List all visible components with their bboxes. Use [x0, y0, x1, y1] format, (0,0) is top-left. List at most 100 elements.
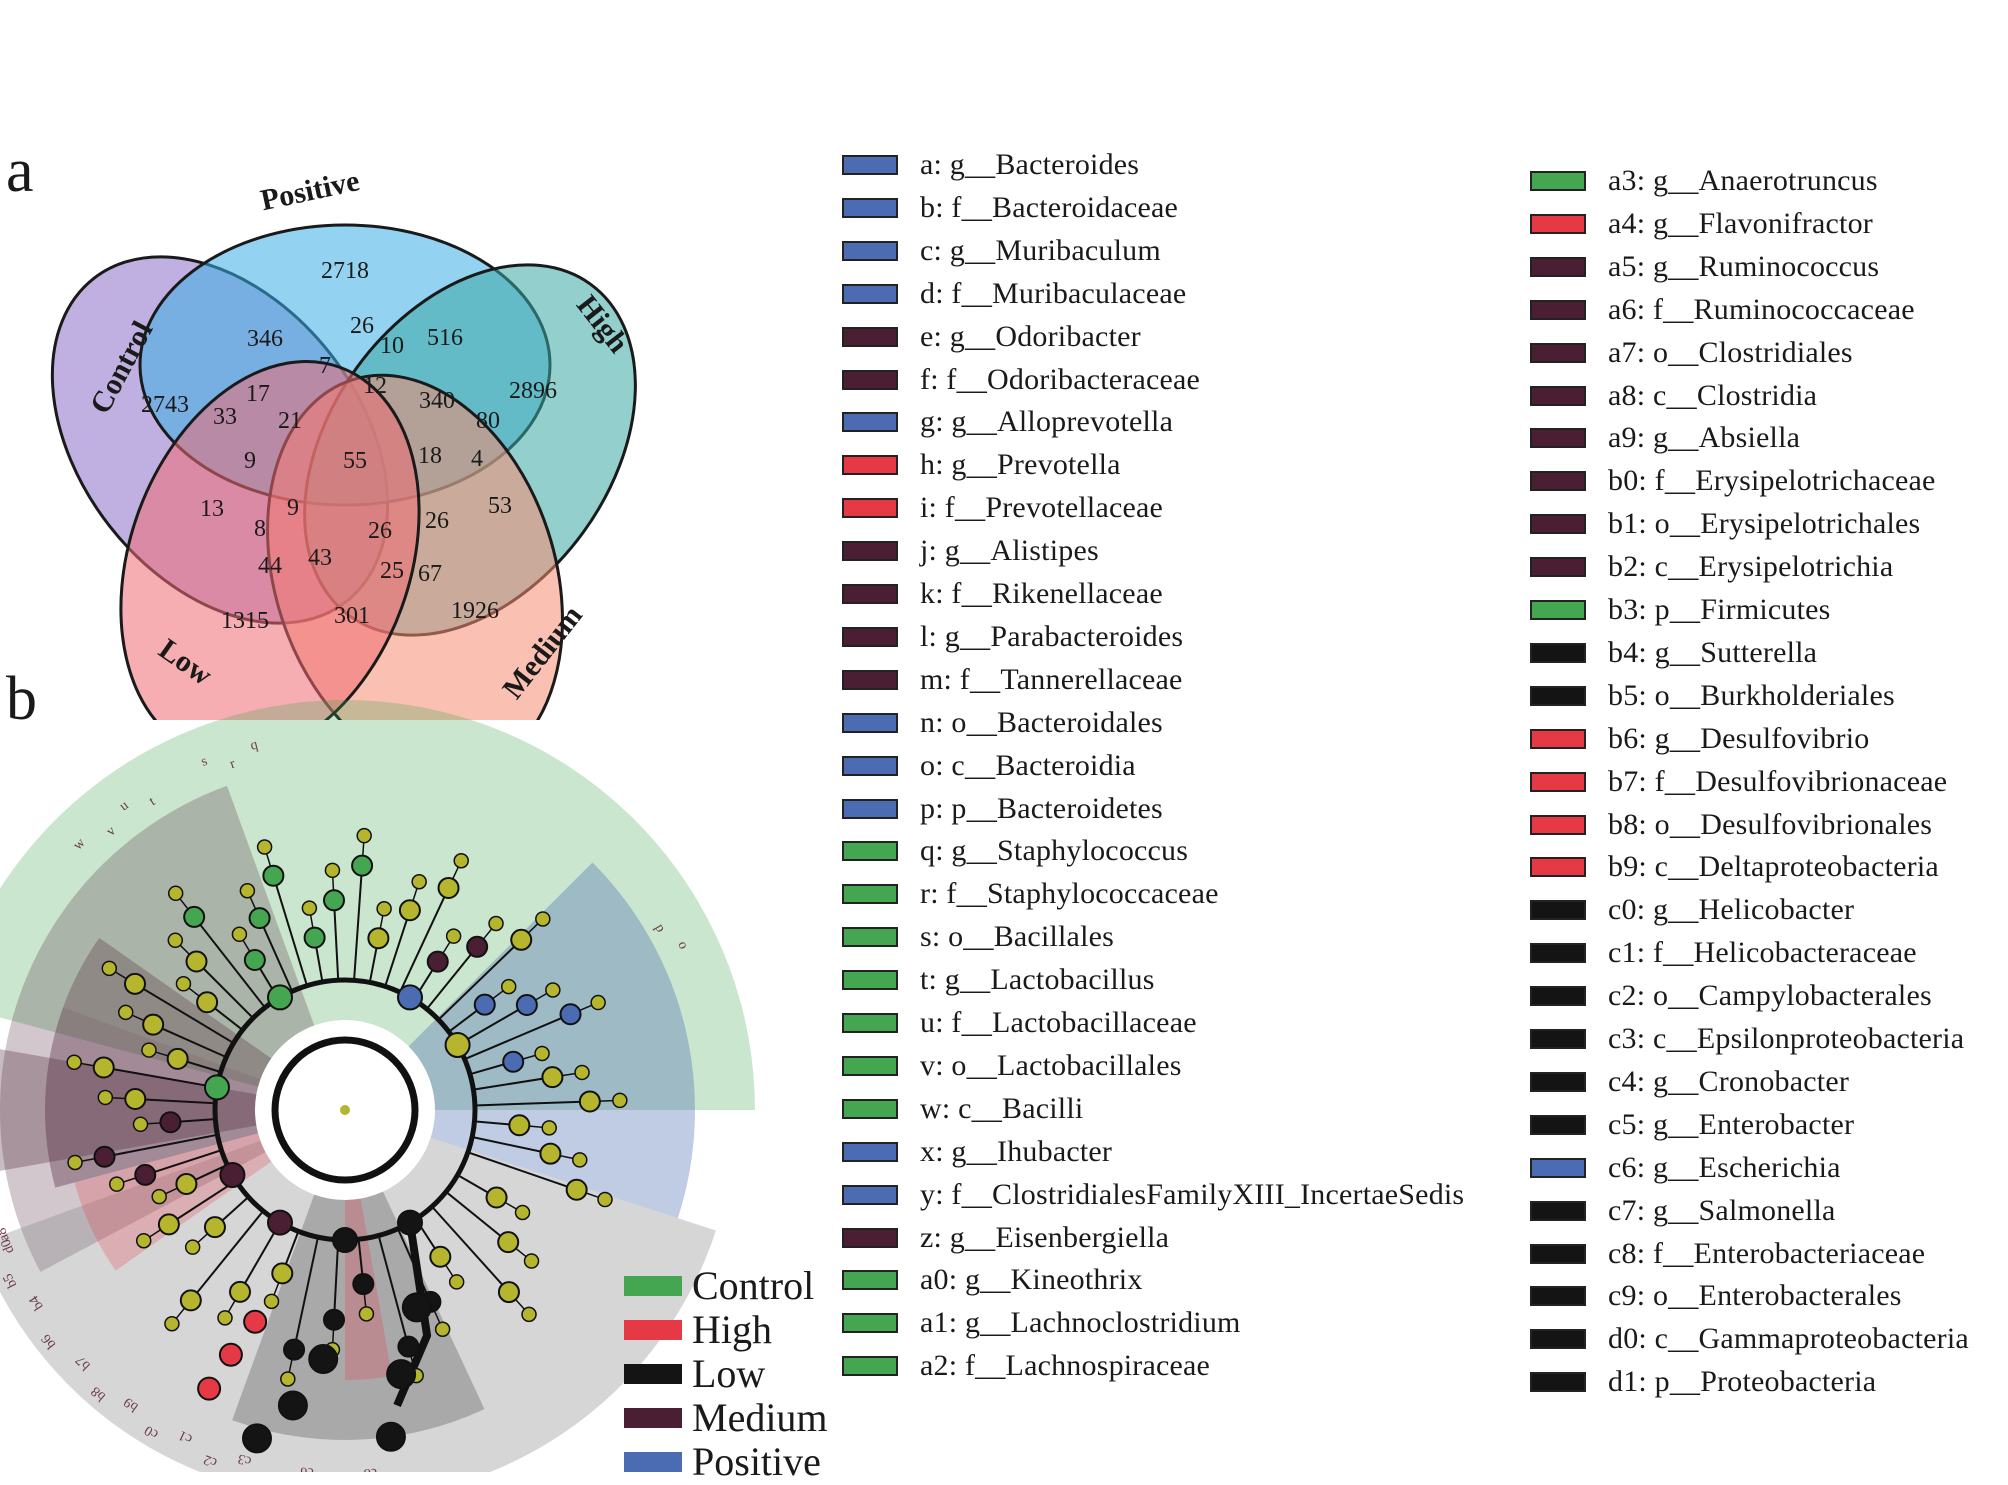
clad-root-node: [340, 1105, 350, 1115]
clad-label: s: [199, 754, 210, 770]
clad-branch: [258, 917, 294, 992]
clad-node: [308, 1344, 339, 1375]
legend-item: z: g__Eisenbergiella: [842, 1221, 1169, 1255]
clad-leaf: [488, 915, 504, 932]
clad-leaf: [164, 1315, 180, 1332]
clad-node: [565, 1178, 588, 1201]
venn-count: 10: [380, 333, 404, 359]
legend-label: b7: f__Desulfovibrionaceae: [1608, 764, 1948, 798]
legend-item: d0: c__Gammaproteobacteria: [1530, 1322, 1969, 1356]
clad-leaf: [167, 885, 184, 902]
legend-item: x: g__Ihubacter: [842, 1135, 1112, 1169]
legend-label: a8: c__Clostridia: [1608, 378, 1818, 412]
clad-branch: [134, 982, 235, 1044]
clad-node: [497, 1281, 520, 1304]
legend-item: k: f__Rikenellaceae: [842, 577, 1163, 611]
legend-item: c6: g__Escherichia: [1530, 1151, 1841, 1185]
legend-item: g: g__Alloprevotella: [842, 405, 1173, 439]
legend-swatch: [842, 1013, 898, 1033]
legend-item: c8: f__Enterobacteriaceae: [1530, 1237, 1925, 1271]
legend-swatch: [842, 1141, 898, 1162]
legend-label: o: c__Bacteroidia: [920, 748, 1136, 782]
legend-item: j: g__Alistipes: [842, 534, 1099, 568]
venn-set-low: [119, 360, 421, 720]
legend-label: c7: g__Salmonella: [1608, 1193, 1836, 1227]
clad-leaf: [411, 873, 427, 890]
legend-label: b2: c__Erysipelotrichia: [1608, 550, 1894, 584]
clad-node: [375, 1421, 406, 1452]
clad-branch: [239, 1222, 281, 1293]
legend-label: d: f__Muribaculaceae: [920, 276, 1187, 310]
legend-swatch: [1530, 557, 1586, 578]
clad-node: [203, 1216, 226, 1239]
clad-node: [497, 1231, 520, 1254]
clad-node: [539, 1142, 562, 1165]
venn-count: 18: [418, 443, 442, 469]
legend-item: a8: c__Clostridia: [1530, 379, 1817, 413]
legend-item: a3: g__Anaerotruncus: [1530, 164, 1878, 198]
legend-label: d0: c__Gammaproteobacteria: [1608, 1322, 1969, 1356]
legend-swatch: [1530, 943, 1586, 964]
legend-swatch: [1530, 342, 1586, 363]
venn-count: 26: [425, 508, 449, 534]
legend-label: b5: o__Burkholderiales: [1608, 678, 1895, 712]
legend-item: c7: g__Salmonella: [1530, 1194, 1836, 1228]
venn-count: 516: [427, 325, 463, 351]
legend-label: c6: g__Escherichia: [1608, 1150, 1841, 1184]
clad-node: [283, 1338, 306, 1361]
clad-node: [429, 1245, 452, 1268]
group-legend-item-control: Control: [624, 1262, 814, 1309]
clad-node: [323, 889, 346, 912]
legend-label: c4: g__Cronobacter: [1608, 1064, 1850, 1098]
legend-swatch: [842, 584, 898, 604]
clad-leaf: [66, 1054, 82, 1070]
clad-branch: [333, 900, 340, 981]
legend-label: h: g__Prevotella: [920, 448, 1121, 482]
legend-item: m: f__Tannerellaceae: [842, 663, 1183, 697]
clad-node: [124, 1088, 147, 1111]
clad-branch: [103, 1066, 218, 1089]
legend-label: v: o__Lactobacillales: [920, 1048, 1182, 1082]
legend-swatch: [1530, 1200, 1586, 1221]
legend-label: c9: o__Enterobacterales: [1608, 1279, 1902, 1313]
clad-leaf: [514, 1204, 531, 1221]
legend-label: c2: o__Campylobacterales: [1608, 979, 1932, 1013]
legend-item: t: g__Lactobacillus: [842, 963, 1155, 997]
clad-node: [243, 948, 266, 971]
clad-branch: [193, 916, 266, 1009]
legend-label: b1: o__Erysipelotrichales: [1608, 507, 1921, 541]
clad-leaf: [231, 926, 248, 943]
venn-count: 67: [418, 561, 442, 587]
clad-node: [485, 1186, 508, 1209]
clad-node: [473, 993, 496, 1016]
legend-swatch: [842, 884, 898, 905]
legend-label: c: g__Muribaculum: [920, 233, 1161, 267]
clad-node: [229, 1280, 251, 1303]
clad-node: [166, 1047, 189, 1070]
legend-label: b: f__Bacteroidaceae: [920, 190, 1179, 224]
clad-node: [197, 1376, 222, 1401]
clad-branch: [377, 1235, 410, 1347]
group-legend-item-high: High: [624, 1306, 772, 1353]
clad-leaf: [358, 1306, 375, 1322]
legend-label: q: g__Staphylococcus: [920, 834, 1189, 868]
legend-label: a5: g__Ruminococcus: [1608, 249, 1880, 283]
legend-swatch: [1530, 814, 1586, 835]
clad-branch: [353, 865, 364, 981]
legend-item: b7: f__Desulfovibrionaceae: [1530, 765, 1947, 799]
clad-label: t: [147, 794, 158, 809]
legend-swatch: [842, 1227, 898, 1248]
legend-item: b1: o__Erysipelotrichales: [1530, 507, 1920, 541]
legend-item: b4: g__Sutterella: [1530, 636, 1817, 670]
clad-leaf: [445, 928, 462, 944]
clad-label: c1: [176, 1427, 194, 1446]
venn-count: 9: [244, 448, 256, 474]
legend-swatch: [842, 798, 898, 819]
legend-swatch: [1530, 1329, 1586, 1350]
legend-label: a3: g__Anaerotruncus: [1608, 164, 1878, 197]
legend-swatch: [842, 197, 898, 218]
clad-branch: [293, 1236, 319, 1350]
clad-leaf: [175, 976, 192, 992]
clad-leaf: [356, 827, 372, 844]
